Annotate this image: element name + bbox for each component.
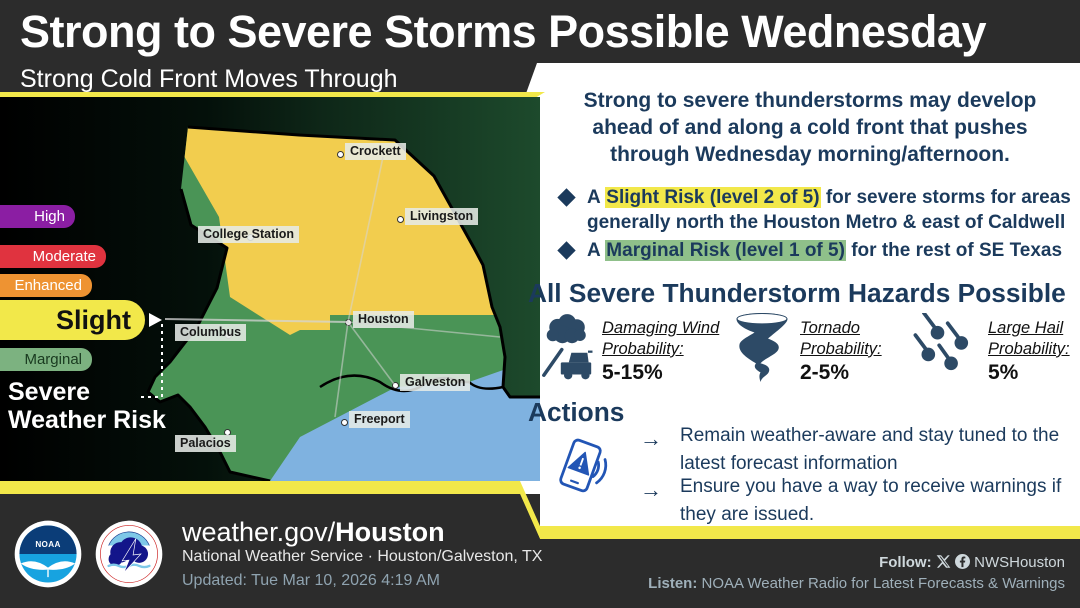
svg-text:NOAA: NOAA (35, 540, 60, 549)
